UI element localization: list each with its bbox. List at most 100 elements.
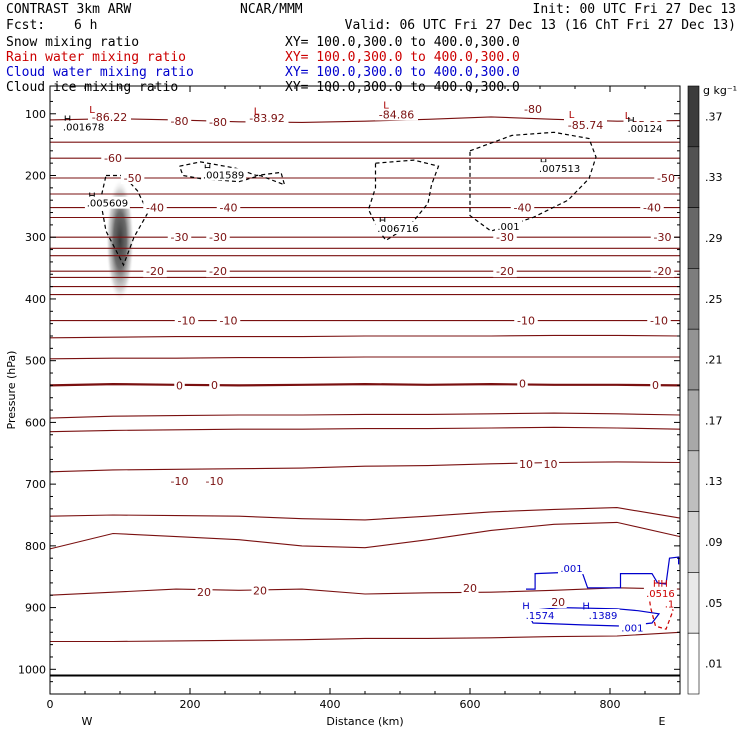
extremum-value: .006716 — [377, 224, 418, 235]
y-tick-label: 800 — [25, 540, 46, 553]
temperature-contour-line — [49, 461, 681, 473]
contour-label: -20 — [496, 265, 514, 278]
legend-field-xy: XY= 100.0,300.0 to 400.0,300.0 — [285, 50, 520, 65]
contour-label-bg — [143, 201, 167, 214]
colorbar-segment — [687, 207, 700, 269]
contour-label-bg — [514, 314, 538, 327]
x-axis-label: Distance (km) — [326, 715, 403, 728]
y-tick-label: 400 — [25, 293, 46, 306]
contour-label: 20 — [463, 582, 477, 595]
extremum-value-bg — [662, 597, 677, 610]
colorbar-segment — [687, 572, 700, 634]
extremum-value-bg — [84, 196, 130, 209]
colorbar-segment — [687, 389, 700, 452]
colorbar: .37 .33 .29 .25 .21 .17 .13 .09 .05 .01 g kg⁻¹ — [687, 84, 737, 695]
temperature-contour-line — [49, 334, 681, 339]
legend-field-name: Cloud water mixing ratio — [6, 65, 194, 80]
init-time: Init: 00 UTC Fri 27 Dec 13 — [533, 2, 737, 17]
contour-label: -50 — [657, 172, 675, 185]
colorbar-segment — [687, 85, 700, 148]
colorbar-segment — [687, 268, 700, 330]
contour-label-bg — [206, 265, 230, 278]
colorbar-label: .01 — [705, 658, 723, 671]
extremum-value: .001678 — [63, 123, 104, 134]
colorbar-unit: g kg⁻¹ — [703, 84, 737, 97]
contour-label-bg — [650, 265, 675, 278]
temperature-contour-line — [49, 587, 681, 596]
temperature-contours — [49, 116, 681, 677]
contour-label-bg — [209, 378, 220, 391]
legend-field-xy: XY= 100.0,300.0 to 400.0,300.0 — [285, 65, 520, 80]
contour-label: -10 — [178, 315, 196, 328]
y-tick-label: 900 — [25, 602, 46, 615]
colorbar-label: .25 — [705, 293, 723, 306]
contour-label: -20 — [209, 265, 227, 278]
y-tick-label: 500 — [25, 355, 46, 368]
extremum-value-bg — [201, 168, 247, 181]
extremum-value: .001 — [497, 222, 519, 233]
contour-label: -40 — [643, 202, 661, 215]
x-tick-label: 200 — [180, 698, 201, 711]
contour-label-bg — [564, 118, 607, 131]
extremum-marker: HH — [653, 579, 668, 590]
contour-label: 0 — [652, 379, 659, 392]
extremum-marker: H — [582, 602, 590, 613]
contour-label-bg — [120, 171, 145, 184]
center-name: NCAR/MMM — [240, 2, 303, 17]
extremum-marker: L — [89, 105, 95, 116]
rain-water-contours — [647, 588, 674, 630]
fcst-value: 6 h — [74, 18, 97, 33]
contour-label-bg — [206, 231, 230, 244]
contour-label-bg — [549, 596, 567, 609]
contour-label: -40 — [220, 202, 238, 215]
contour-label: -60 — [104, 152, 122, 165]
colorbar-label: .17 — [705, 414, 723, 427]
contour-label: 10 — [519, 458, 533, 471]
contour-label-bg — [654, 171, 678, 184]
y-axis-label: Pressure (hPa) — [5, 351, 18, 430]
extremum-value: .1574 — [526, 611, 555, 622]
temperature-contour-line — [49, 382, 681, 387]
y-tick-label: 100 — [25, 108, 46, 121]
extremum-value: .001 — [621, 623, 643, 634]
contour-label-bg — [195, 586, 213, 599]
field-legend: Snow mixing ratio XY= 100.0,300.0 to 400.… — [6, 35, 520, 95]
contour-label-bg — [174, 379, 185, 392]
header: CONTRAST 3km ARW NCAR/MMM Init: 00 UTC F… — [6, 2, 736, 33]
extremum-value-bg — [495, 220, 522, 233]
contour-label: -30 — [209, 231, 227, 244]
contour-label-bg — [521, 102, 545, 115]
contour-label-bg — [461, 581, 479, 594]
contour-label: -80 — [209, 116, 227, 129]
extremum-marker: H — [627, 116, 635, 127]
contour-label: 10 — [544, 458, 558, 471]
contour-label-bg — [143, 265, 167, 278]
cloud-water-contours — [525, 556, 680, 627]
extremum-marker: L — [254, 107, 260, 118]
x-end-label-left: W — [82, 715, 93, 728]
contour-label: -10 — [171, 475, 189, 488]
colorbar-segment — [687, 328, 700, 391]
extremum-value-bg — [375, 221, 421, 234]
contour-label: -80 — [171, 115, 189, 128]
contour-label-bg — [174, 314, 199, 327]
extremum-value: .005609 — [87, 199, 128, 210]
extremum-value: .00124 — [628, 124, 663, 135]
temperature-contour-line — [49, 521, 681, 550]
contour-label-bg — [517, 457, 535, 470]
legend-field-name: Snow mixing ratio — [6, 35, 139, 50]
contour-label: -86.22 — [92, 111, 127, 124]
y-tick-label: 1000 — [18, 663, 46, 676]
fcst-label: Fcst: — [6, 18, 45, 33]
y-tick-label: 200 — [25, 170, 46, 183]
rain-water-contour — [647, 588, 674, 630]
contour-label: -10 — [650, 315, 668, 328]
contour-label: -10 — [220, 315, 238, 328]
colorbar-label: .13 — [705, 475, 723, 488]
contour-label: -40 — [514, 202, 532, 215]
temperature-contour-line — [49, 507, 681, 521]
contour-label-bg — [650, 231, 675, 244]
contour-label: -20 — [654, 265, 672, 278]
colorbar-label: .09 — [705, 536, 723, 549]
legend-field-name: Rain water mixing ratio — [6, 50, 186, 65]
